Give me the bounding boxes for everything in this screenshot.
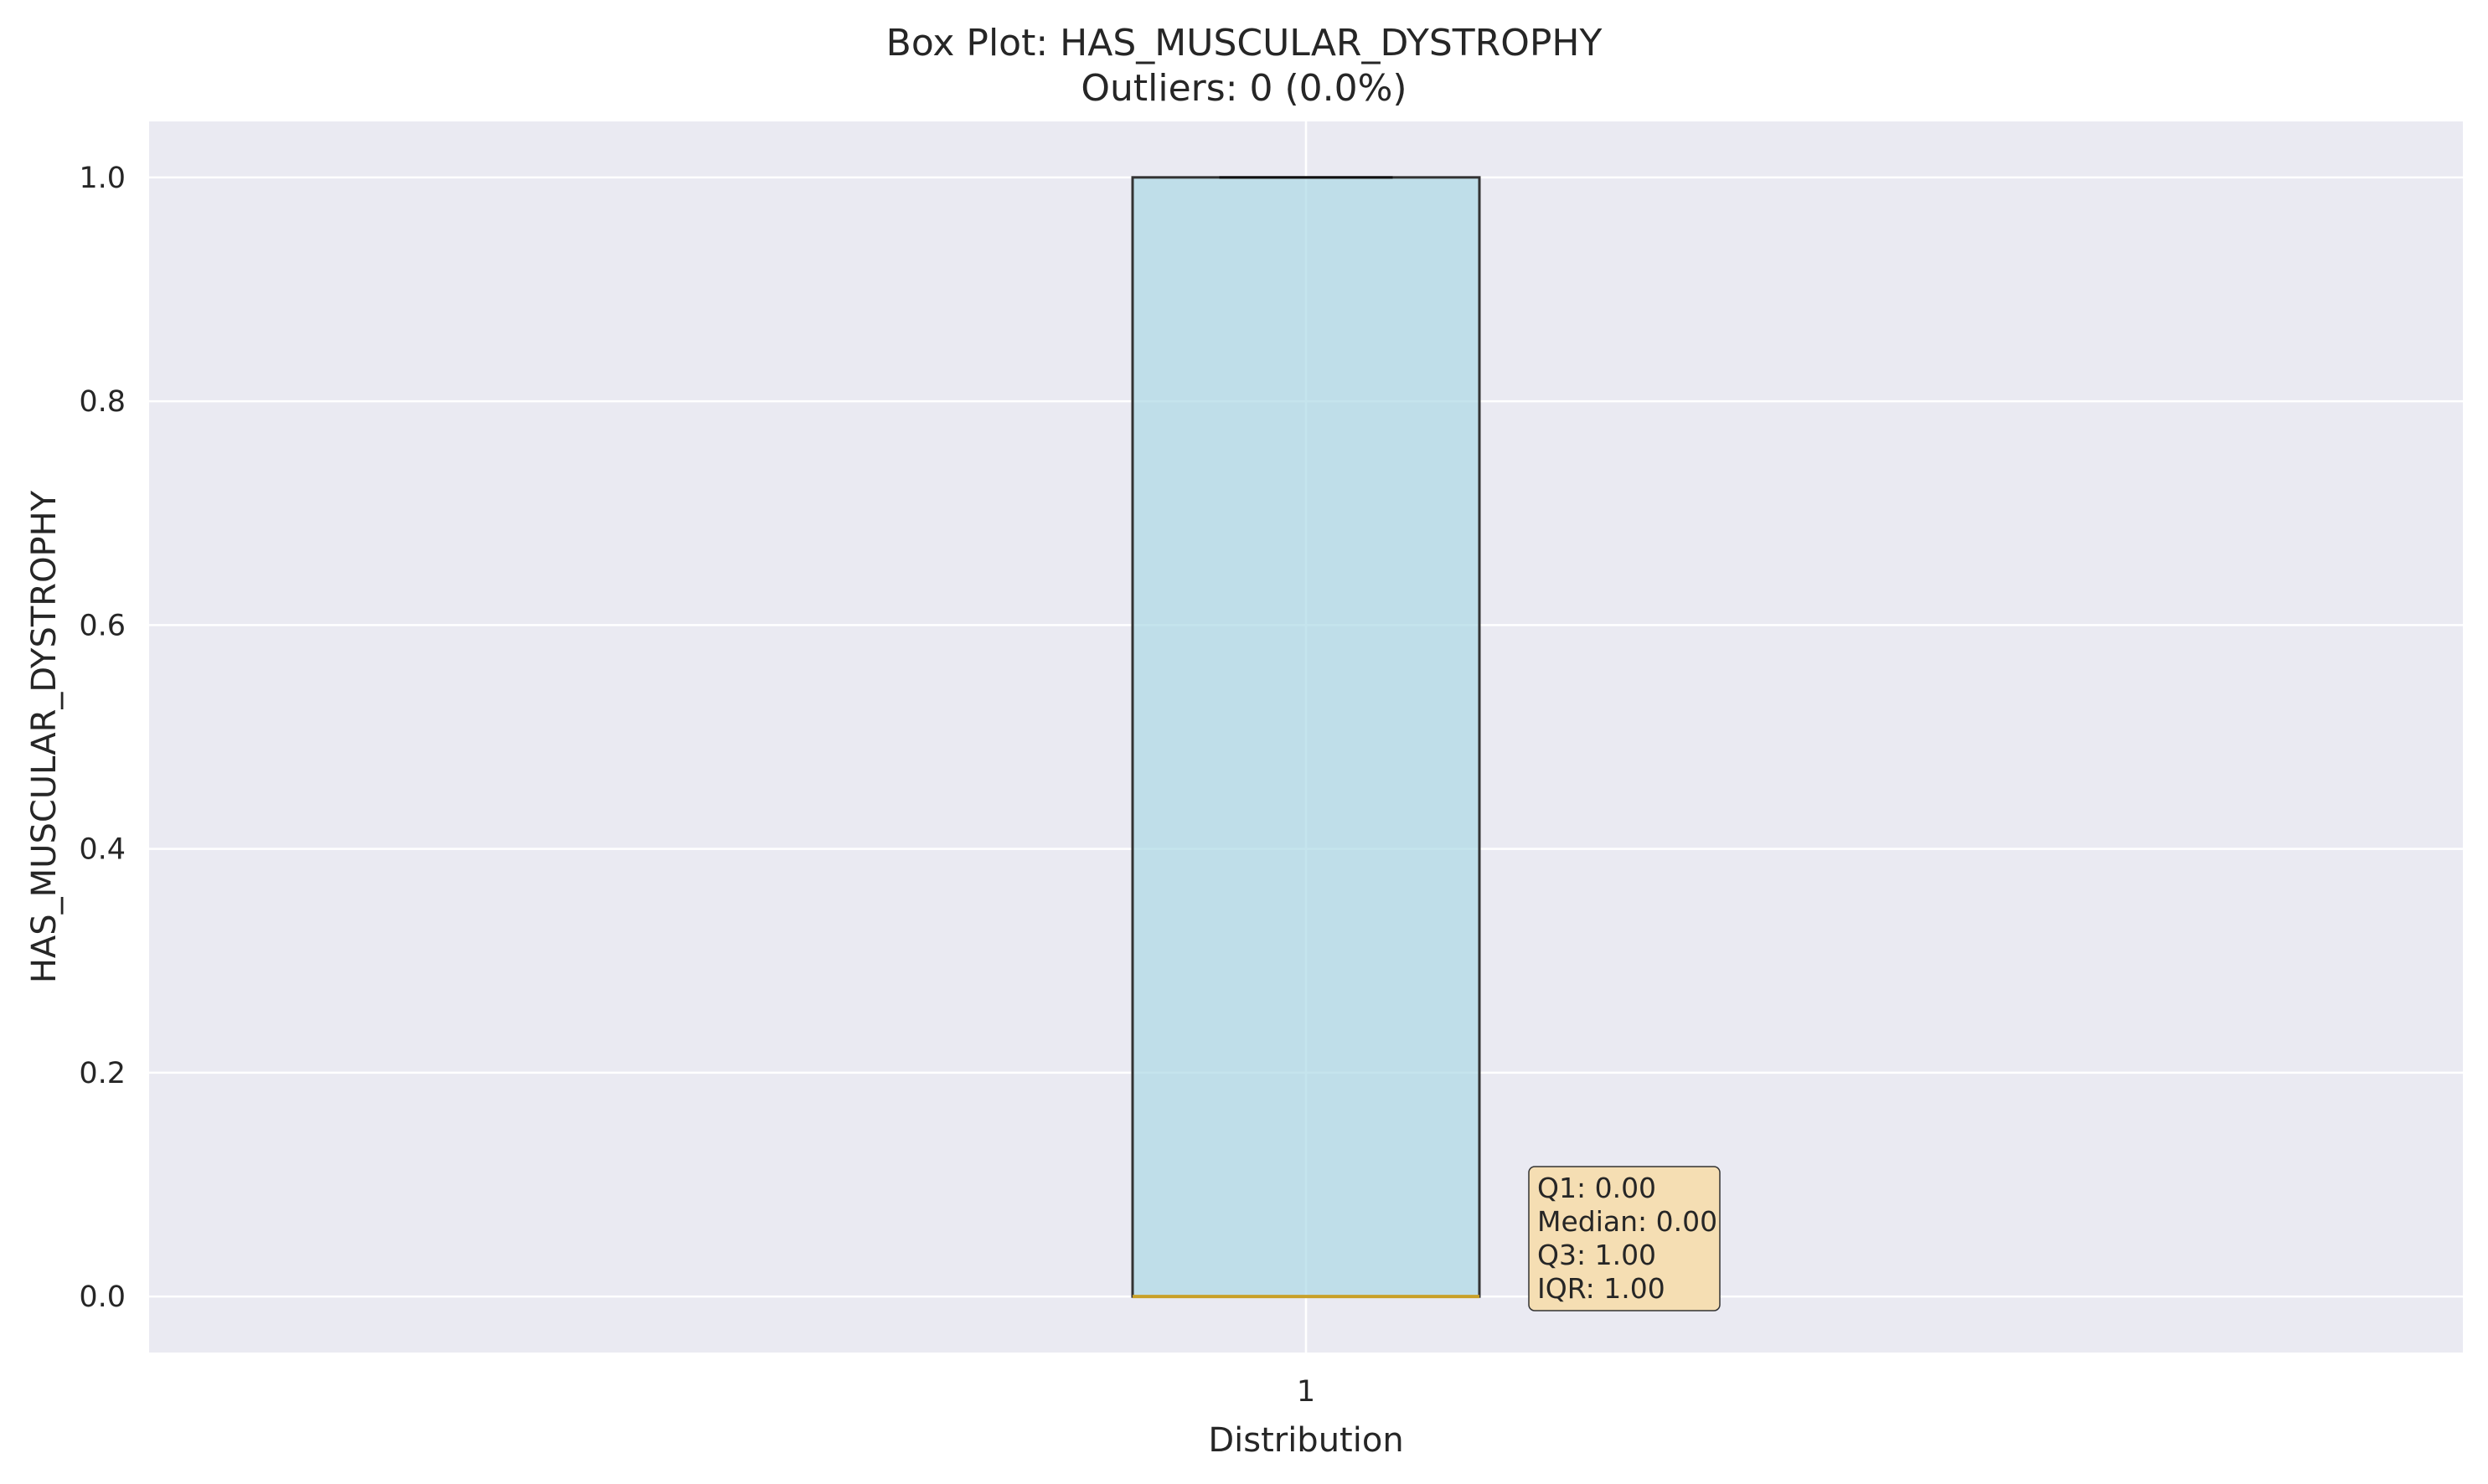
x-axis-ticks: 1 <box>1297 1375 1315 1409</box>
y-axis-ticks: 0.0 0.2 0.4 0.6 0.8 1.0 <box>79 162 126 1314</box>
stat-q3: Q3: 1.00 <box>1537 1239 1656 1271</box>
y-tick-label: 0.6 <box>79 609 126 642</box>
x-tick-label: 1 <box>1297 1375 1315 1409</box>
x-axis-label: Distribution <box>1208 1421 1403 1460</box>
stats-box <box>1528 1166 1721 1311</box>
y-tick-label: 0.0 <box>79 1280 126 1314</box>
chart-title: Box Plot: HAS_MUSCULAR_DYSTROPHY <box>886 22 1603 64</box>
box-group <box>1131 176 1481 1299</box>
y-tick-label: 1.0 <box>79 162 126 195</box>
y-tick-label: 0.2 <box>79 1057 126 1090</box>
y-tick-label: 0.4 <box>79 833 126 867</box>
chart-subtitle: Outliers: 0 (0.0%) <box>1081 67 1407 110</box>
stats-annotation: Q1: 0.00 Median: 0.00 Q3: 1.00 IQR: 1.00 <box>1528 1166 1721 1311</box>
stat-median: Median: 0.00 <box>1537 1205 1717 1238</box>
stat-q1: Q1: 0.00 <box>1537 1172 1656 1204</box>
stat-iqr: IQR: 1.00 <box>1537 1272 1665 1305</box>
y-axis-label: HAS_MUSCULAR_DYSTROPHY <box>25 490 64 983</box>
box-body <box>1131 176 1481 1298</box>
y-tick-label: 0.8 <box>79 385 126 419</box>
